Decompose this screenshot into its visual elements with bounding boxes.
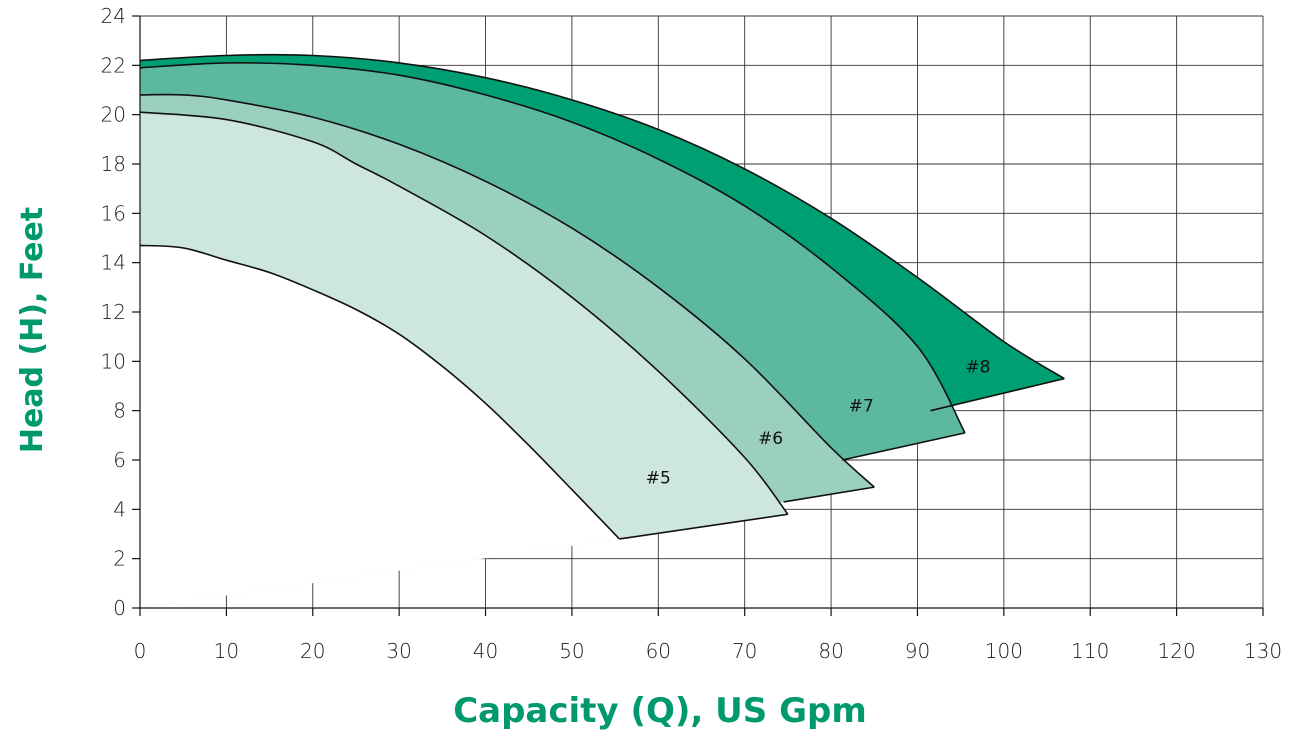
- curve-end-edge: [930, 377, 1065, 412]
- y-tick-label: 10: [101, 349, 126, 373]
- y-tick-label: 18: [101, 152, 126, 176]
- curve-labels: #8 #7 #6 #5: [646, 357, 991, 488]
- curve-end-edge: [842, 432, 966, 461]
- y-tick-label: 20: [101, 103, 126, 127]
- x-tick-label: 110: [1071, 639, 1109, 663]
- x-tick-label: 80: [818, 639, 843, 663]
- x-tick-label: 120: [1158, 639, 1196, 663]
- curve-end-edge: [619, 513, 789, 540]
- y-axis-title: Head (H), Feet: [15, 207, 50, 453]
- x-tick-label: 60: [646, 639, 671, 663]
- curve-label-8: #8: [965, 357, 990, 377]
- x-tick-label: 10: [214, 639, 239, 663]
- x-tick-label: 70: [732, 639, 757, 663]
- y-tick-label: 24: [101, 4, 126, 28]
- curve-label-5: #5: [646, 468, 671, 488]
- x-axis-title: Capacity (Q), US Gpm: [453, 691, 867, 731]
- x-tick-label: 20: [300, 639, 325, 663]
- curve-line: [139, 111, 789, 515]
- y-tick-label: 2: [113, 547, 126, 571]
- curve-line: [139, 93, 875, 488]
- curve-areas: [140, 54, 1065, 609]
- y-tick-label: 4: [113, 497, 126, 521]
- x-tick-label: 130: [1244, 639, 1282, 663]
- x-tick-label: 40: [473, 639, 498, 663]
- y-tick-label: 14: [101, 251, 126, 275]
- x-tick-label: 100: [985, 639, 1023, 663]
- x-tick-label: 30: [386, 639, 411, 663]
- x-tick-label: 50: [559, 639, 584, 663]
- x-tick-labels: 0 10 20 30 40 50 60 70 80 90 100 110 120 130: [134, 639, 1282, 663]
- x-tick-label: 0: [134, 639, 147, 663]
- curve-line: [139, 53, 1065, 380]
- y-tick-label: 12: [101, 300, 126, 324]
- y-tick-label: 8: [113, 399, 126, 423]
- curve-label-6: #6: [758, 429, 783, 449]
- x-tick-label: 90: [905, 639, 930, 663]
- curve-outlines: [139, 53, 1065, 540]
- axes: [132, 15, 1264, 616]
- y-tick-label: 0: [113, 596, 126, 620]
- area-base: [140, 245, 620, 608]
- curve-line: [139, 244, 620, 540]
- curve-label-7: #7: [849, 397, 874, 417]
- y-tick-label: 22: [101, 53, 126, 77]
- curve-end-edge: [783, 486, 875, 503]
- y-tick-label: 6: [113, 448, 126, 472]
- y-tick-label: 16: [101, 201, 126, 225]
- curve-line: [139, 62, 966, 434]
